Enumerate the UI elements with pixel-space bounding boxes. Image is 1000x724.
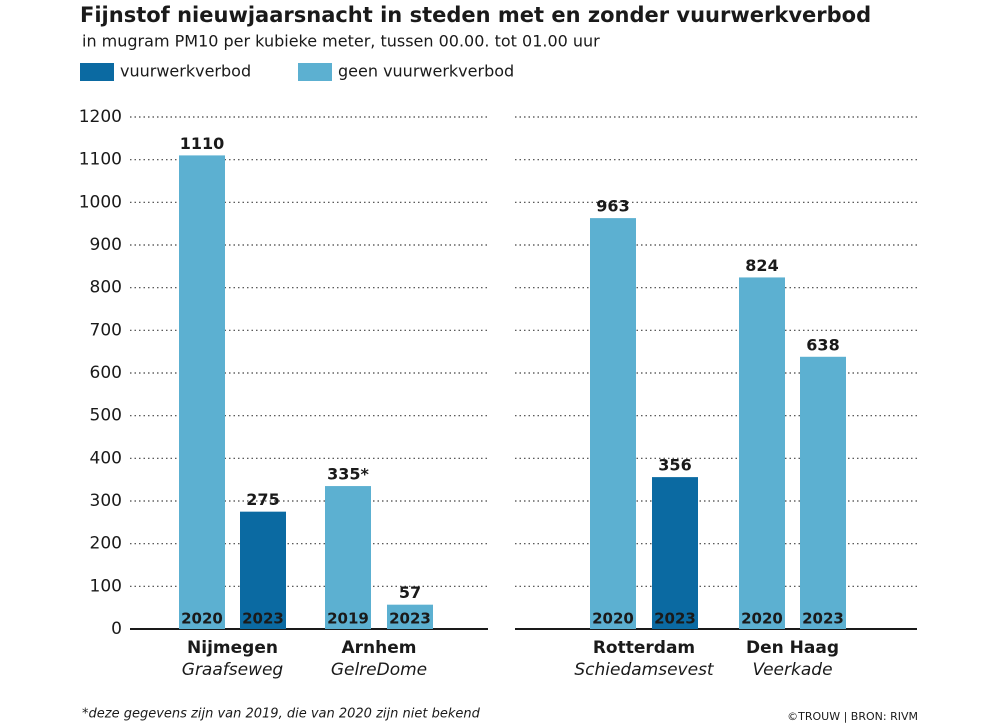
x-tick-label: 2019 (327, 610, 369, 628)
value-label: 824 (745, 256, 778, 275)
y-tick-label: 700 (90, 320, 122, 340)
bar (387, 604, 433, 629)
x-tick-label: 2020 (592, 610, 634, 628)
y-tick-label: 400 (90, 448, 122, 468)
bar (325, 486, 371, 629)
value-label: 356 (658, 456, 691, 475)
y-tick-label: 300 (90, 491, 122, 511)
bar (179, 155, 225, 629)
legend-swatch (298, 63, 332, 81)
y-tick-label: 1200 (79, 107, 122, 127)
group-location: Graafseweg (182, 660, 284, 680)
bar (652, 477, 698, 629)
bar (739, 277, 785, 629)
x-tick-label: 2023 (389, 610, 431, 628)
x-tick-label: 2023 (802, 610, 844, 628)
bar (240, 511, 286, 629)
y-tick-label: 900 (90, 235, 122, 255)
legend-label: vuurwerkverbod (120, 62, 251, 81)
value-label: 1110 (180, 134, 225, 153)
group-label: Rotterdam (593, 638, 695, 658)
group-location: GelreDome (331, 660, 427, 680)
group-location: Schiedamsevest (574, 660, 715, 680)
value-label: 57 (399, 583, 421, 602)
legend: vuurwerkverbod geen vuurwerkverbod (80, 62, 514, 81)
value-label: 638 (806, 335, 839, 354)
y-tick-label: 600 (90, 363, 122, 383)
y-tick-label: 1100 (79, 150, 122, 170)
value-label: 275 (246, 490, 279, 509)
footnote: *deze gegevens zijn van 2019, die van 20… (82, 707, 481, 722)
value-label: 335* (327, 465, 369, 484)
bar (590, 218, 636, 629)
group-label: Nijmegen (187, 638, 278, 658)
chart-subtitle: in mugram PM10 per kubieke meter, tussen… (82, 32, 600, 51)
group-label: Den Haag (746, 638, 839, 658)
group-location: Veerkade (752, 660, 832, 680)
bar (800, 356, 846, 629)
x-tick-label: 2020 (181, 610, 223, 628)
group-label: Arnhem (342, 638, 417, 658)
legend-label: geen vuurwerkverbod (338, 62, 514, 81)
x-tick-label: 2020 (741, 610, 783, 628)
x-tick-label: 2023 (654, 610, 696, 628)
legend-swatch (80, 63, 114, 81)
chart-title: Fijnstof nieuwjaarsnacht in steden met e… (80, 3, 871, 27)
x-tick-label: 2023 (242, 610, 284, 628)
y-tick-label: 800 (90, 278, 122, 298)
y-tick-label: 100 (90, 576, 122, 596)
value-label: 963 (596, 197, 629, 216)
source: ©TROUW | BRON: RIVM (787, 710, 918, 723)
y-tick-label: 0 (111, 619, 122, 639)
y-tick-label: 500 (90, 406, 122, 426)
y-tick-label: 1000 (79, 192, 122, 212)
y-tick-label: 200 (90, 534, 122, 554)
